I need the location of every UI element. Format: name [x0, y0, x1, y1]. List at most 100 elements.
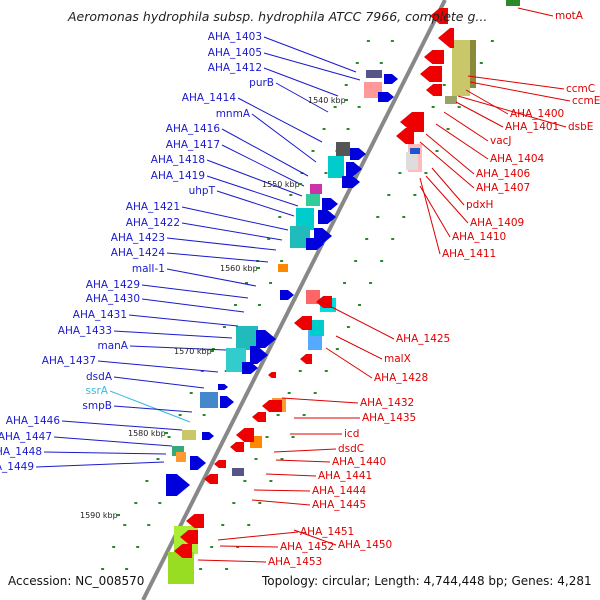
gene-label-aha-1417[interactable]: AHA_1417: [166, 139, 220, 151]
gene-label-aha-1451[interactable]: AHA_1451: [300, 526, 354, 538]
subsystem-block[interactable]: [232, 468, 244, 476]
gene-label-ccme[interactable]: ccmE: [572, 95, 600, 107]
gene-label-aha-1422[interactable]: AHA_1422: [126, 217, 180, 229]
gene-label-icd[interactable]: icd: [344, 428, 359, 440]
reverse-gene-arrow[interactable]: [230, 442, 244, 452]
gene-label-aha-1433[interactable]: AHA_1433: [58, 325, 112, 337]
gene-label-aha-1421[interactable]: AHA_1421: [126, 201, 180, 213]
gene-label-purb[interactable]: purB: [249, 77, 274, 89]
reverse-gene-arrow[interactable]: [180, 530, 198, 544]
subsystem-block[interactable]: [226, 348, 246, 372]
gene-label-aha-1441[interactable]: AHA_1441: [318, 470, 372, 482]
forward-gene-arrow[interactable]: [318, 210, 336, 224]
subsystem-block[interactable]: [176, 452, 186, 462]
gene-label-aha-1405[interactable]: AHA_1405: [208, 47, 262, 59]
gene-label-aha-1423[interactable]: AHA_1423: [111, 232, 165, 244]
gene-label-aha-1447[interactable]: AHA_1447: [0, 431, 52, 443]
gene-label-aha-1407[interactable]: AHA_1407: [476, 182, 530, 194]
subsystem-block[interactable]: [306, 290, 320, 304]
gene-label-malx[interactable]: malX: [384, 353, 411, 365]
gene-label-mali-1[interactable]: malI-1: [132, 263, 165, 275]
gene-label-mana[interactable]: manA: [97, 340, 128, 352]
subsystem-block[interactable]: [506, 0, 520, 6]
gene-label-aha-1404[interactable]: AHA_1404: [490, 153, 545, 165]
reverse-gene-arrow[interactable]: [430, 8, 448, 24]
gene-label-aha-1444[interactable]: AHA_1444: [312, 485, 367, 497]
forward-gene-arrow[interactable]: [346, 162, 362, 176]
subsystem-block[interactable]: [452, 40, 470, 96]
reverse-gene-arrow[interactable]: [300, 354, 312, 364]
gene-label-aha-1410[interactable]: AHA_1410: [452, 231, 506, 243]
gene-label-aha-1450[interactable]: AHA_1450: [338, 539, 392, 551]
forward-gene-arrow[interactable]: [306, 238, 324, 250]
subsystem-block[interactable]: [236, 326, 258, 350]
gene-label-aha-1435[interactable]: AHA_1435: [362, 412, 416, 424]
gene-label-aha-1440[interactable]: AHA_1440: [332, 456, 386, 468]
subsystem-block[interactable]: [364, 82, 382, 98]
subsystem-block[interactable]: [406, 152, 418, 170]
forward-gene-arrow[interactable]: [384, 74, 398, 84]
forward-gene-arrow[interactable]: [378, 92, 394, 102]
subsystem-block[interactable]: [336, 142, 350, 156]
gene-label-aha-1448[interactable]: AHA_1448: [0, 446, 42, 458]
gene-label-mnma[interactable]: mnmA: [216, 108, 251, 120]
forward-gene-arrow[interactable]: [350, 148, 366, 160]
gene-label-mota[interactable]: motA: [555, 10, 584, 22]
subsystem-block[interactable]: [200, 392, 218, 408]
gene-label-pdxh[interactable]: pdxH: [466, 199, 493, 211]
gene-label-aha-1431[interactable]: AHA_1431: [73, 309, 127, 321]
gene-label-aha-1418[interactable]: AHA_1418: [151, 154, 205, 166]
gene-label-aha-1432[interactable]: AHA_1432: [360, 397, 414, 409]
gene-label-aha-1412[interactable]: AHA_1412: [208, 62, 262, 74]
forward-gene-arrow[interactable]: [250, 346, 268, 364]
gene-label-aha-1446[interactable]: AHA_1446: [6, 415, 61, 427]
reverse-gene-arrow[interactable]: [426, 84, 442, 96]
reverse-gene-arrow[interactable]: [438, 28, 454, 48]
gene-label-aha-1411[interactable]: AHA_1411: [442, 248, 496, 260]
gene-label-dsda[interactable]: dsdA: [86, 371, 113, 383]
gene-label-aha-1400[interactable]: AHA_1400: [510, 108, 564, 120]
subsystem-block[interactable]: [366, 70, 382, 78]
reverse-gene-arrow[interactable]: [186, 514, 204, 528]
reverse-gene-arrow[interactable]: [268, 372, 276, 378]
gene-label-smpb[interactable]: smpB: [82, 400, 112, 412]
reverse-gene-arrow[interactable]: [400, 112, 424, 132]
gene-label-aha-1453[interactable]: AHA_1453: [268, 556, 322, 568]
forward-gene-arrow[interactable]: [242, 362, 258, 374]
gene-label-vacj[interactable]: vacJ: [490, 135, 512, 147]
subsystem-block[interactable]: [306, 194, 320, 206]
subsystem-block[interactable]: [310, 320, 324, 336]
reverse-gene-arrow[interactable]: [214, 460, 226, 468]
gene-label-aha-1409[interactable]: AHA_1409: [470, 217, 524, 229]
forward-gene-arrow[interactable]: [190, 456, 206, 470]
reverse-gene-arrow[interactable]: [252, 412, 266, 422]
gene-label-aha-1425[interactable]: AHA_1425: [396, 333, 450, 345]
subsystem-block[interactable]: [410, 148, 420, 154]
reverse-gene-arrow[interactable]: [236, 428, 254, 442]
reverse-gene-arrow[interactable]: [174, 544, 192, 558]
subsystem-block[interactable]: [278, 264, 288, 272]
forward-gene-arrow[interactable]: [220, 396, 234, 408]
subsystem-block[interactable]: [310, 184, 322, 194]
gene-label-aha-1452[interactable]: AHA_1452: [280, 541, 334, 553]
reverse-gene-arrow[interactable]: [204, 474, 218, 484]
gene-label-aha-1437[interactable]: AHA_1437: [42, 355, 96, 367]
gene-label-aha-1424[interactable]: AHA_1424: [111, 247, 166, 259]
gene-label-aha-1445[interactable]: AHA_1445: [312, 499, 366, 511]
gene-label-dsbe[interactable]: dsbE: [568, 121, 593, 133]
forward-gene-arrow[interactable]: [218, 384, 228, 390]
subsystem-block[interactable]: [296, 208, 314, 230]
subsystem-block[interactable]: [445, 96, 457, 104]
subsystem-block[interactable]: [172, 446, 184, 456]
reverse-gene-arrow[interactable]: [396, 128, 414, 144]
reverse-gene-arrow[interactable]: [424, 50, 444, 64]
gene-label-ssra[interactable]: ssrA: [86, 385, 109, 397]
gene-label-aha-1449[interactable]: AHA_1449: [0, 461, 34, 473]
gene-label-aha-1401[interactable]: AHA_1401: [505, 121, 559, 133]
gene-label-dsdc[interactable]: dsdC: [338, 443, 364, 455]
gene-label-ccmc[interactable]: ccmC: [566, 83, 595, 95]
reverse-gene-arrow[interactable]: [294, 316, 312, 330]
forward-gene-arrow[interactable]: [322, 198, 338, 210]
forward-gene-arrow[interactable]: [256, 330, 276, 348]
gene-label-uhpt[interactable]: uhpT: [189, 185, 216, 197]
